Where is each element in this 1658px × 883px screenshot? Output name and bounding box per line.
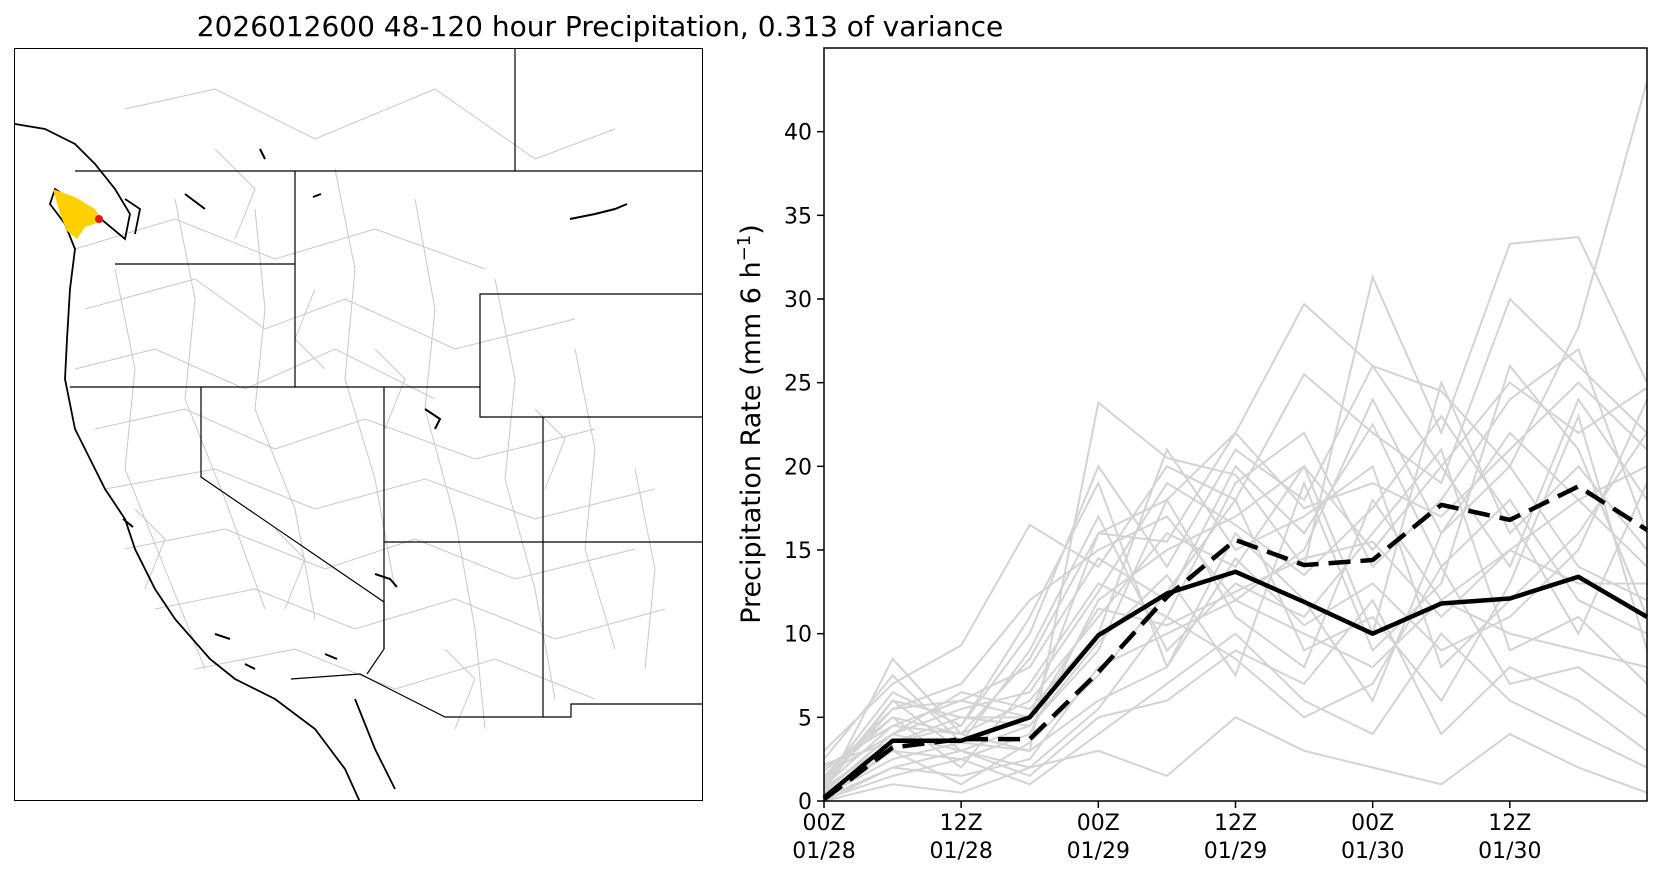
y-axis-label-close: ) [736,224,767,235]
x-tick-label-date: 01/30 [1341,839,1404,864]
y-tick-label: 15 [784,539,812,564]
member-line-19 [823,414,1648,777]
x-tick-label-time: 00Z [1077,811,1120,836]
member-line-22 [823,564,1648,799]
y-axis-label-text: Precipitation Rate (mm 6 h [736,261,767,623]
member-line-17 [823,397,1648,785]
x-tick-label-date: 01/30 [1478,839,1541,864]
member-line-21 [823,398,1648,766]
lakes [122,148,628,670]
coastline [15,123,396,800]
y-axis-label: Precipitation Rate (mm 6 h−1) [734,224,767,624]
member-line-1 [823,236,1648,794]
member-line-13 [823,347,1648,772]
y-tick-label: 5 [798,706,812,731]
x-tick-label-date: 01/28 [792,839,855,864]
y-tick-label: 40 [784,121,812,146]
member-line-16 [823,632,1648,801]
x-tick-label-date: 01/29 [1204,839,1267,864]
y-tick-label: 30 [784,288,812,313]
y-tick-label: 0 [798,790,812,815]
member-line-20 [823,363,1648,790]
x-tick-label-time: 00Z [802,811,845,836]
member-line-23 [823,381,1648,780]
y-tick-label: 10 [784,623,812,648]
highlighted-basin [53,189,103,239]
highlight-lines [822,484,1649,802]
x-tick-label-date: 01/29 [1067,839,1130,864]
ensemble-member-lines [823,81,1648,802]
member-line-24 [823,540,1647,787]
member-line-10 [823,497,1648,789]
y-axis-ticks: 0 5 10 15 20 25 30 35 40 [784,121,824,815]
x-tick-label-time: 12Z [1488,811,1531,836]
x-tick-label-time: 12Z [1214,811,1257,836]
series-line-principal-component [822,484,1649,802]
member-line-18 [823,413,1648,796]
y-tick-label: 25 [784,372,812,397]
basin-map [14,48,703,801]
basin-boundaries [74,88,666,730]
y-tick-label: 35 [784,204,812,229]
x-axis-ticks: 00Z 01/28 12Z 01/28 00Z 01/29 12Z 01/29 00Z 01/30… [792,801,1542,864]
member-line-6 [823,598,1648,794]
y-axis-label-exponent: −1 [734,235,755,262]
member-line-8 [823,716,1648,802]
figure-title: 2026012600 48-120 hour Precipitation, 0.… [196,10,1004,43]
y-tick-label: 20 [784,455,812,480]
x-tick-label-time: 00Z [1351,811,1394,836]
state-boundaries [70,49,702,718]
x-tick-label-time: 12Z [940,811,983,836]
x-tick-label-date: 01/28 [929,839,992,864]
series-line-ensemble-mean [822,569,1649,800]
map-svg [15,49,702,800]
